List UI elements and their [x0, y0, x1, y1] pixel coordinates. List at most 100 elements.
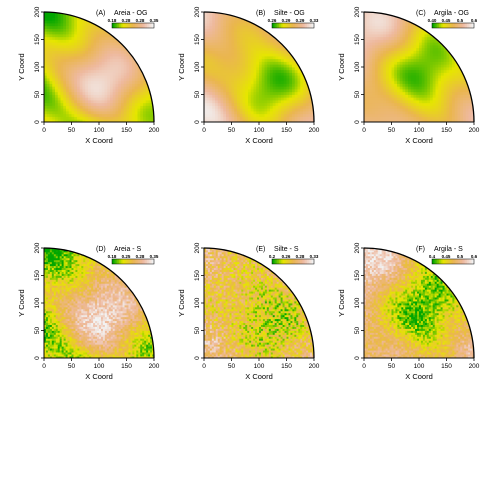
- heatmap-cell: [410, 42, 414, 46]
- heatmap-cell: [148, 116, 152, 120]
- heatmap-cell: [53, 259, 57, 263]
- heatmap-cell: [375, 111, 379, 115]
- heatmap-cell: [278, 58, 282, 62]
- heatmap-cell: [121, 97, 125, 101]
- heatmap-cell: [143, 69, 147, 73]
- heatmap-cell: [73, 287, 76, 290]
- heatmap-cell: [137, 102, 141, 106]
- heatmap-cell: [223, 113, 227, 117]
- heatmap-cell: [369, 67, 373, 71]
- heatmap-cell: [88, 113, 92, 117]
- heatmap-cell: [57, 273, 61, 276]
- heatmap-cell: [228, 53, 232, 57]
- heatmap-cell: [424, 75, 428, 79]
- heatmap-cell: [107, 50, 111, 54]
- heatmap-cell: [430, 113, 434, 117]
- heatmap-cell: [432, 111, 436, 115]
- heatmap-cell: [405, 111, 409, 115]
- heatmap-cell: [57, 308, 61, 312]
- heatmap-cell: [57, 310, 61, 314]
- heatmap-cell: [61, 261, 65, 265]
- heatmap-cell: [468, 100, 472, 104]
- heatmap-cell: [123, 83, 127, 87]
- heatmap-cell: [267, 67, 271, 71]
- heatmap-cell: [60, 23, 64, 27]
- heatmap-cell: [278, 86, 282, 90]
- heatmap-cell: [71, 111, 75, 115]
- heatmap-cell: [61, 269, 65, 272]
- heatmap-cell: [52, 113, 56, 117]
- heatmap-cell: [460, 108, 464, 112]
- heatmap-cell: [465, 108, 469, 112]
- heatmap-cell: [375, 113, 379, 117]
- heatmap-cell: [77, 72, 81, 76]
- heatmap-cell: [239, 69, 243, 73]
- heatmap-cell: [452, 67, 456, 71]
- heatmap-cell: [369, 64, 373, 68]
- heatmap-cell: [446, 80, 450, 84]
- heatmap-cell: [380, 39, 384, 43]
- heatmap-cell: [366, 64, 370, 68]
- heatmap-cell: [383, 14, 387, 18]
- heatmap-cell: [49, 289, 53, 292]
- heatmap-cell: [57, 281, 61, 284]
- heatmap-cell: [44, 31, 48, 35]
- heatmap-cell: [397, 28, 401, 32]
- heatmap-cell: [388, 31, 392, 35]
- heatmap-cell: [206, 45, 210, 49]
- heatmap-cell: [259, 116, 263, 120]
- x-tick-label: 200: [149, 127, 160, 134]
- heatmap-cell: [391, 67, 395, 71]
- heatmap-cell: [454, 91, 458, 95]
- heatmap-cell: [67, 320, 70, 324]
- heatmap-cell: [55, 295, 59, 298]
- heatmap-cell: [421, 67, 425, 71]
- heatmap-cell: [250, 61, 254, 65]
- heatmap-cell: [217, 23, 221, 27]
- heatmap-cell: [281, 64, 285, 68]
- heatmap-cell: [63, 356, 66, 358]
- heatmap-cell: [248, 78, 252, 82]
- heatmap-cell: [270, 42, 274, 46]
- heatmap-cell: [73, 306, 76, 310]
- heatmap-cell: [44, 271, 47, 274]
- heatmap-cell: [115, 39, 119, 43]
- heatmap-cell: [256, 64, 260, 68]
- heatmap-cell: [55, 287, 59, 290]
- heatmap-cell: [63, 83, 67, 87]
- heatmap-cell: [71, 75, 75, 79]
- heatmap-cell: [52, 42, 56, 46]
- heatmap-cell: [123, 111, 127, 115]
- heatmap-cell: [234, 64, 238, 68]
- heatmap-cell: [217, 58, 221, 62]
- heatmap-cell: [65, 277, 68, 280]
- heatmap-cell: [388, 14, 392, 18]
- heatmap-cell: [206, 17, 210, 21]
- heatmap-cell: [65, 271, 68, 274]
- heatmap-cell: [148, 102, 152, 106]
- heatmap-cell: [206, 61, 210, 65]
- heatmap-cell: [223, 47, 227, 51]
- heatmap-cell: [275, 97, 279, 101]
- heatmap-cell: [123, 61, 127, 65]
- heatmap-cell: [204, 89, 208, 93]
- heatmap-cell: [377, 72, 381, 76]
- heatmap-cell: [110, 53, 114, 57]
- heatmap-cell: [71, 83, 75, 87]
- heatmap-cell: [123, 91, 127, 95]
- heatmap-cell: [99, 23, 103, 27]
- heatmap-cell: [427, 53, 431, 57]
- heatmap-cell: [256, 83, 260, 87]
- heatmap-cell: [99, 31, 103, 35]
- heatmap-cell: [52, 61, 56, 65]
- heatmap-cell: [303, 80, 307, 84]
- heatmap-cell: [52, 97, 56, 101]
- heatmap-cell: [435, 97, 439, 101]
- heatmap-cell: [427, 75, 431, 79]
- heatmap-cell: [234, 116, 238, 120]
- heatmap-cell: [242, 102, 246, 106]
- heatmap-cell: [305, 116, 309, 120]
- heatmap-cell: [140, 105, 144, 109]
- heatmap-cell: [107, 97, 111, 101]
- heatmap-cell: [112, 119, 116, 122]
